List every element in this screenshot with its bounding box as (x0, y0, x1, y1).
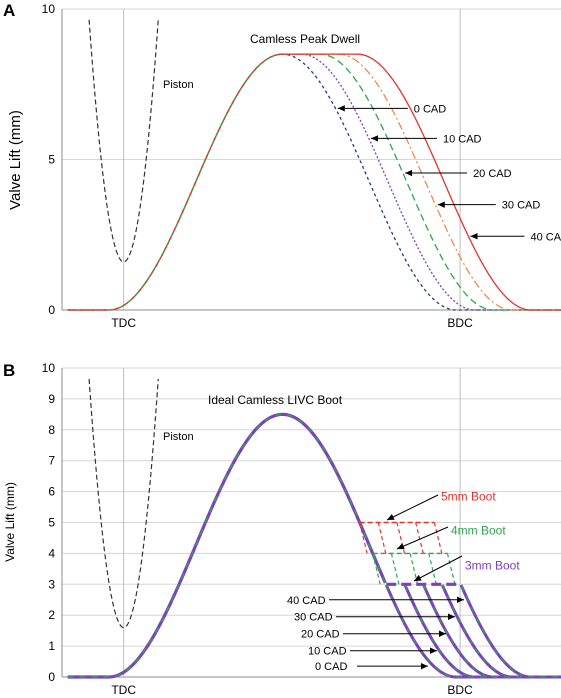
panel-b-cad-arrow-head (457, 596, 464, 603)
panel-a-piston-label: Piston (163, 79, 194, 91)
panel-b-annotation-label: 40 CAD (287, 595, 326, 607)
panel-b-boot-drop-overlay-0 (385, 584, 561, 678)
panel-b-annotation-label: 10 CAD (308, 646, 347, 658)
panel-b-cad-arrow-head (430, 647, 437, 654)
panel-b-y-tick-label: 6 (48, 485, 55, 499)
panel-b-y-tick-label: 5 (48, 516, 55, 530)
panel-a-arrow-head (437, 201, 445, 208)
panel-b-y-tick-label: 10 (42, 361, 56, 375)
panel-b-y-tick-label: 7 (48, 454, 55, 468)
panel-a-y-tick-label: 0 (48, 303, 55, 317)
panel-a-arrow-head (337, 105, 345, 112)
panel-b-x-marker-label: BDC (447, 683, 473, 697)
panel-b-y-tick-label: 8 (48, 423, 55, 437)
panel-a-series-40-cad (67, 53, 561, 311)
panel-a-y-tick-label: 10 (42, 2, 56, 16)
panel-b-y-tick-label: 1 (48, 639, 55, 653)
panel-b-x-marker-label: TDC (111, 683, 136, 697)
panel-a-arrow-head (370, 135, 378, 142)
panel-b-y-axis-label: Valve Lift (mm) (3, 482, 17, 562)
panel-b-boot-4mm-drop (446, 553, 456, 585)
panel-b-boot-5mm-drop (415, 522, 424, 554)
panel-a-annotation-label: 20 CAD (473, 168, 512, 180)
panel-b-boot-5mm-drop (359, 522, 368, 554)
panel-a: A 0 5 10 TDC BDC 0 CAD 10 CAD 20 CAD 30 CAD 40 … (3, 1, 561, 330)
panel-b-annotation-label: 0 CAD (315, 661, 347, 673)
panel-b-annotation-label: 20 CAD (301, 629, 340, 641)
panel-b-boot-label: 4mm Boot (451, 523, 506, 537)
panel-a-y-ticks: 0 5 10 (42, 2, 56, 317)
panel-b-boot-label: 5mm Boot (441, 490, 496, 504)
panel-b-piston-curve (88, 378, 159, 629)
panel-b-boot-arrow (413, 555, 463, 582)
panel-b-boot-drop-overlay-40 (460, 584, 561, 678)
panel-b-boot-4mm-drop (428, 553, 437, 585)
panel-b-boot-5mm-drop (396, 522, 406, 554)
panel-b-y-tick-label: 3 (48, 577, 55, 591)
panel-b-y-tick-label: 2 (48, 608, 55, 622)
panel-a-letter: A (3, 1, 15, 20)
panel-b-cad-arrow-head (439, 630, 446, 637)
panel-b-main-curve-overlay (67, 413, 386, 678)
panel-b-boot-arrow-head (397, 543, 405, 550)
panel-b-cad-arrow-head (421, 662, 428, 670)
panel-b: B 0 1 2 3 4 5 6 7 8 9 10 TDC BDC 5mm Boot 4mm Boot 3m… (3, 361, 561, 697)
panel-b-boot-arrow-head (387, 514, 395, 520)
panel-b-boot-drop-20 (422, 584, 561, 679)
panel-b-annotations: 5mm Boot 4mm Boot 3mm Boot 40 CAD 30 CAD 20 C… (287, 490, 520, 674)
panel-a-annotation-label: 40 CAD (530, 231, 561, 243)
panel-a-annotation-label: 30 CAD (502, 200, 541, 212)
panel-b-boot-4mm-drop (409, 553, 419, 585)
panel-a-annotation-label: 0 CAD (414, 103, 446, 115)
panel-b-y-tick-label: 9 (48, 392, 55, 406)
panel-b-y-tick-label: 4 (48, 546, 55, 560)
panel-b-boot-arrow (396, 526, 449, 550)
panel-a-x-markers: TDC BDC (111, 9, 473, 330)
panel-a-title: Camless Peak Dwell (250, 32, 360, 46)
panel-b-boot-4mm-drop (390, 553, 400, 585)
panel-b-x-markers: TDC BDC (111, 368, 473, 697)
panel-b-boot-4mm-drop (372, 553, 381, 585)
panel-b-y-tick-label: 0 (48, 670, 55, 684)
panel-a-rise-overlay (108, 53, 283, 311)
panel-b-series (67, 378, 561, 679)
panel-b-boot-5mm-drop (377, 522, 387, 554)
panel-b-boot-drop-40 (459, 584, 561, 679)
panel-a-y-axis-label: Valve Lift (mm) (7, 110, 24, 210)
panel-b-piston-label: Piston (163, 431, 194, 443)
panel-b-title: Ideal Camless LIVC Boot (208, 393, 343, 407)
panel-b-annotation-label: 30 CAD (294, 612, 333, 624)
panel-b-boot-arrow (386, 494, 439, 521)
panel-a-annotation-label: 10 CAD (443, 133, 482, 145)
panel-a-x-marker-label: BDC (447, 316, 473, 330)
panel-a-y-tick-label: 5 (48, 153, 55, 167)
panel-b-boot-drop-overlay-20 (423, 584, 561, 678)
panel-a-arrow-head (470, 233, 478, 240)
panel-a-series (67, 19, 561, 311)
panel-b-boot-arrow-head (414, 574, 422, 581)
panel-b-letter: B (3, 361, 15, 380)
panel-b-y-ticks: 0 1 2 3 4 5 6 7 8 9 10 (42, 361, 56, 684)
panel-b-cad-arrow-head (448, 613, 455, 620)
panel-a-arrow-head (405, 169, 413, 177)
panel-b-boot-label: 3mm Boot (465, 558, 520, 572)
panel-b-boot-5mm-drop (433, 522, 443, 554)
panel-a-annotations: 0 CAD 10 CAD 20 CAD 30 CAD 40 CAD (337, 103, 561, 243)
panel-b-dwell-40-base (460, 584, 561, 678)
panel-a-x-marker-label: TDC (111, 316, 136, 330)
